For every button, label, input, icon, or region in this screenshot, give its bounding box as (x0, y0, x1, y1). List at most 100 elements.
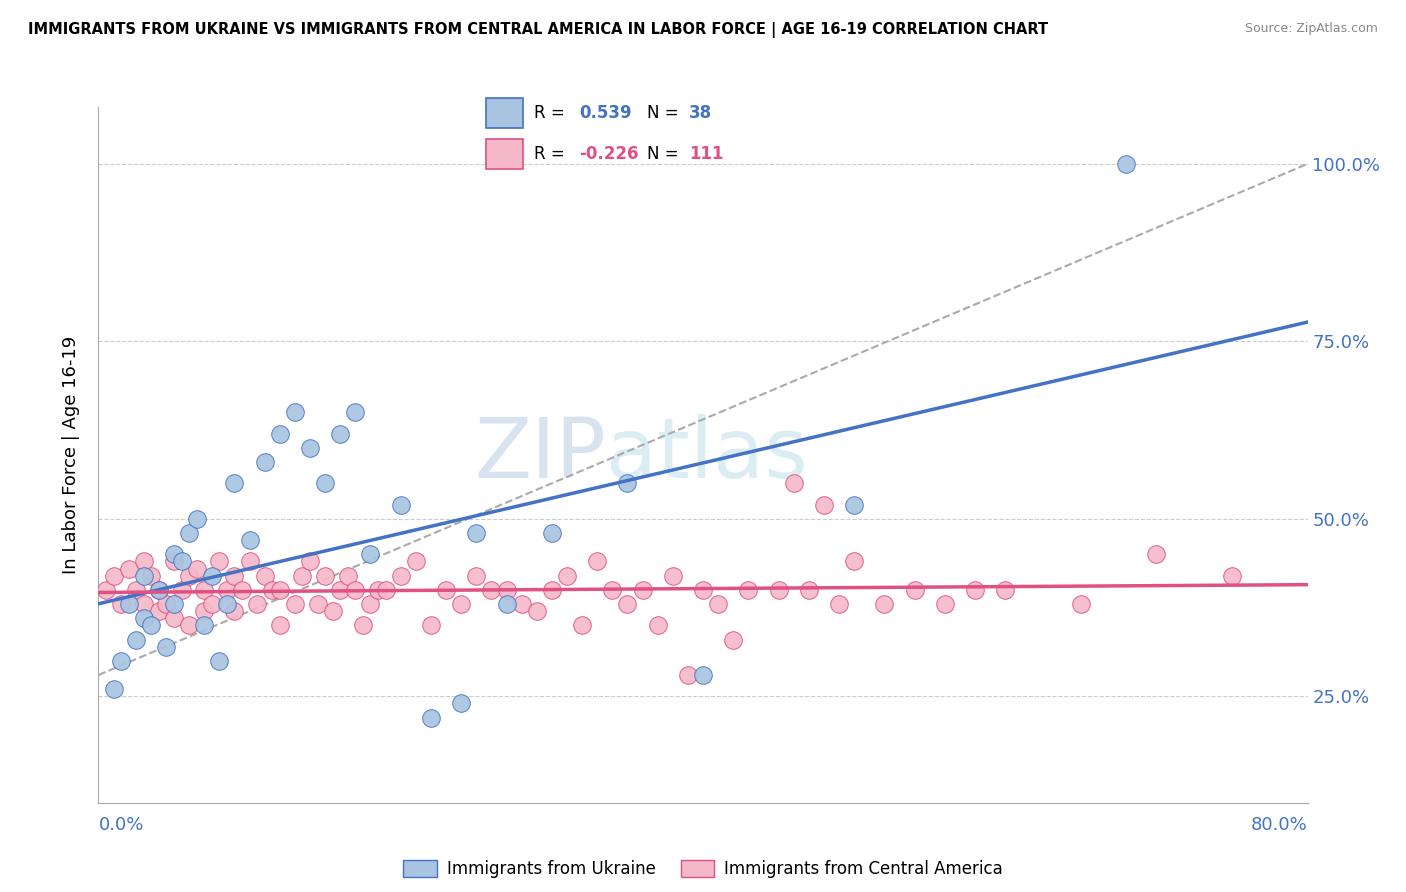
Text: Source: ZipAtlas.com: Source: ZipAtlas.com (1244, 22, 1378, 36)
Point (224, 604, 246, 618)
FancyBboxPatch shape (486, 139, 523, 169)
Point (844, 554, 866, 568)
Point (360, 597, 382, 611)
Point (299, 441, 322, 455)
FancyBboxPatch shape (486, 98, 523, 128)
Point (132, 611, 155, 625)
Point (602, 582, 624, 597)
Text: 0.0%: 0.0% (98, 816, 143, 834)
Point (1070, 597, 1092, 611)
Text: 111: 111 (689, 145, 724, 163)
Legend: Immigrants from Ukraine, Immigrants from Central America: Immigrants from Ukraine, Immigrants from… (396, 854, 1010, 885)
Text: 0.539: 0.539 (579, 104, 631, 122)
Point (352, 618, 374, 632)
Point (828, 597, 851, 611)
Text: R =: R = (534, 145, 571, 163)
Point (215, 597, 238, 611)
Point (374, 582, 396, 597)
Point (797, 582, 820, 597)
Point (269, 618, 291, 632)
Point (269, 582, 291, 597)
Point (692, 582, 714, 597)
Point (510, 597, 533, 611)
Text: -0.226: -0.226 (579, 145, 638, 163)
Text: IMMIGRANTS FROM UKRAINE VS IMMIGRANTS FROM CENTRAL AMERICA IN LABOR FORCE | AGE : IMMIGRANTS FROM UKRAINE VS IMMIGRANTS FR… (28, 22, 1049, 38)
Point (344, 582, 367, 597)
Point (360, 547, 382, 561)
Point (405, 554, 427, 568)
Point (163, 554, 186, 568)
Text: R =: R = (534, 104, 571, 122)
Point (314, 476, 336, 491)
Point (934, 597, 956, 611)
Point (707, 597, 730, 611)
Point (170, 582, 193, 597)
Point (224, 568, 246, 582)
Point (132, 597, 155, 611)
Point (336, 568, 359, 582)
Point (239, 554, 262, 568)
Text: N =: N = (647, 104, 683, 122)
Point (813, 498, 835, 512)
Point (495, 597, 517, 611)
Point (555, 568, 578, 582)
Point (201, 568, 224, 582)
Point (965, 582, 987, 597)
Point (873, 597, 896, 611)
Point (118, 597, 141, 611)
Point (631, 582, 654, 597)
Text: 38: 38 (689, 104, 711, 122)
Point (141, 618, 163, 632)
Point (450, 697, 472, 711)
Point (239, 533, 262, 548)
Point (125, 582, 148, 597)
Point (125, 632, 148, 647)
Y-axis label: In Labor Force | Age 16-19: In Labor Force | Age 16-19 (62, 335, 80, 574)
Point (215, 582, 238, 597)
Point (299, 554, 322, 568)
Point (132, 554, 155, 568)
Point (844, 498, 866, 512)
Point (692, 668, 714, 682)
Point (284, 405, 307, 419)
Text: N =: N = (647, 145, 683, 163)
Point (208, 554, 231, 568)
Point (148, 582, 170, 597)
Point (904, 582, 927, 597)
Point (420, 618, 443, 632)
Point (186, 512, 208, 526)
Point (170, 554, 193, 568)
Point (1115, 157, 1137, 171)
Point (110, 597, 132, 611)
Point (208, 654, 231, 668)
Point (616, 476, 638, 491)
Point (231, 582, 253, 597)
Text: atlas: atlas (606, 415, 808, 495)
Point (284, 597, 307, 611)
Point (118, 561, 141, 575)
Point (676, 668, 699, 682)
Point (389, 498, 412, 512)
Point (322, 604, 344, 618)
Point (179, 618, 201, 632)
Point (193, 582, 215, 597)
Point (768, 582, 790, 597)
Point (163, 547, 186, 561)
Point (179, 568, 201, 582)
Point (994, 582, 1017, 597)
Point (586, 554, 609, 568)
Point (132, 568, 155, 582)
Point (465, 568, 488, 582)
Point (148, 582, 170, 597)
Point (541, 582, 564, 597)
Point (163, 611, 186, 625)
Point (186, 561, 208, 575)
Point (307, 597, 329, 611)
Point (163, 597, 186, 611)
Text: ZIP: ZIP (474, 415, 606, 495)
Point (329, 582, 352, 597)
Point (103, 682, 125, 697)
Point (1146, 547, 1168, 561)
Point (155, 640, 177, 654)
Point (723, 632, 745, 647)
